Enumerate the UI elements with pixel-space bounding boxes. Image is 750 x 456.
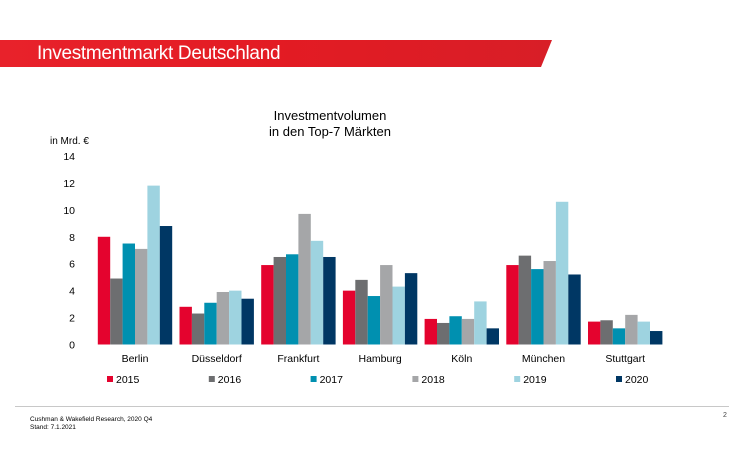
bar-2018 [135,248,148,345]
bar-2018 [543,261,556,345]
y-tick-label: 14 [63,151,75,163]
chart-title-line1: Investmentvolumen [273,108,387,123]
x-tick-label: Hamburg [359,353,402,365]
y-tick-label: 2 [69,313,75,325]
bar-2018 [298,213,311,345]
bar-2016 [191,313,205,345]
legend-marker-2018 [412,376,419,382]
bar-2015 [424,318,437,345]
bar-2020 [323,256,336,345]
footer-divider [15,406,729,407]
slide-title: Investmentmarkt Deutschland [37,43,281,64]
bar-2017 [122,243,135,345]
bar-2017 [449,316,462,345]
page-number: 2 [723,412,727,419]
footer-source: Cushman & Wakefield Research, 2020 Q4 [30,416,153,423]
bar-2018 [461,318,475,345]
y-tick-label: 10 [63,205,75,217]
x-tick-label: Düsseldorf [192,353,242,365]
x-tick-label: Köln [451,353,472,365]
legend-marker-2019 [514,376,521,382]
legend-marker-2017 [310,376,317,382]
bar-2017 [286,254,299,345]
bar-2019 [310,240,324,345]
bar-2016 [355,279,368,345]
bar-2016 [437,322,450,345]
legend-label: 2018 [421,374,445,386]
chart-title-line2: in den Top-7 Märkten [269,124,391,139]
legend-label: 2020 [625,374,649,386]
bar-2017 [367,296,381,345]
bar-2017 [531,269,544,345]
y-tick-label: 6 [69,259,75,271]
bar-2017 [612,328,626,345]
bar-2020 [650,331,663,345]
bar-2019 [637,321,650,345]
bar-2020 [241,298,254,345]
bar-2019 [555,201,569,345]
x-tick-label: Frankfurt [277,353,319,365]
bar-2015 [97,236,111,345]
bar-2015 [261,265,274,345]
footer-date: Stand: 7.1.2021 [30,424,76,431]
bar-2020 [404,273,418,345]
bar-2019 [474,301,487,345]
bar-2016 [273,256,286,345]
y-tick-label: 8 [69,232,75,244]
legend-label: 2015 [116,374,140,386]
bar-2018 [380,265,393,345]
bar-2017 [204,302,217,345]
bar-2020 [568,274,581,345]
x-tick-label: Stuttgart [605,353,645,365]
bar-2016 [518,255,532,345]
bar-2018 [625,314,638,345]
title-banner [0,40,552,67]
bar-2015 [506,265,519,345]
bar-2019 [392,286,405,345]
legend-marker-2015 [107,376,113,382]
bar-2019 [229,290,242,345]
bar-2020 [159,226,173,345]
x-tick-label: München [522,353,565,365]
legend-marker-2020 [616,376,622,382]
y-tick-label: 4 [69,286,75,298]
y-axis-label: in Mrd. € [50,136,89,147]
bar-2015 [588,321,601,345]
bar-2020 [486,328,499,345]
bar-2015 [342,290,356,345]
y-tick-label: 12 [63,178,75,190]
bar-2015 [179,306,192,345]
x-tick-label: Berlin [122,353,149,365]
bar-2019 [147,185,160,345]
legend-label: 2019 [523,374,547,386]
legend-label: 2016 [218,374,242,386]
y-tick-label: 0 [69,340,75,352]
legend-label: 2017 [320,374,344,386]
bar-2016 [110,278,123,345]
legend-marker-2016 [208,376,215,382]
bar-2016 [600,320,613,345]
bar-2018 [216,291,230,345]
